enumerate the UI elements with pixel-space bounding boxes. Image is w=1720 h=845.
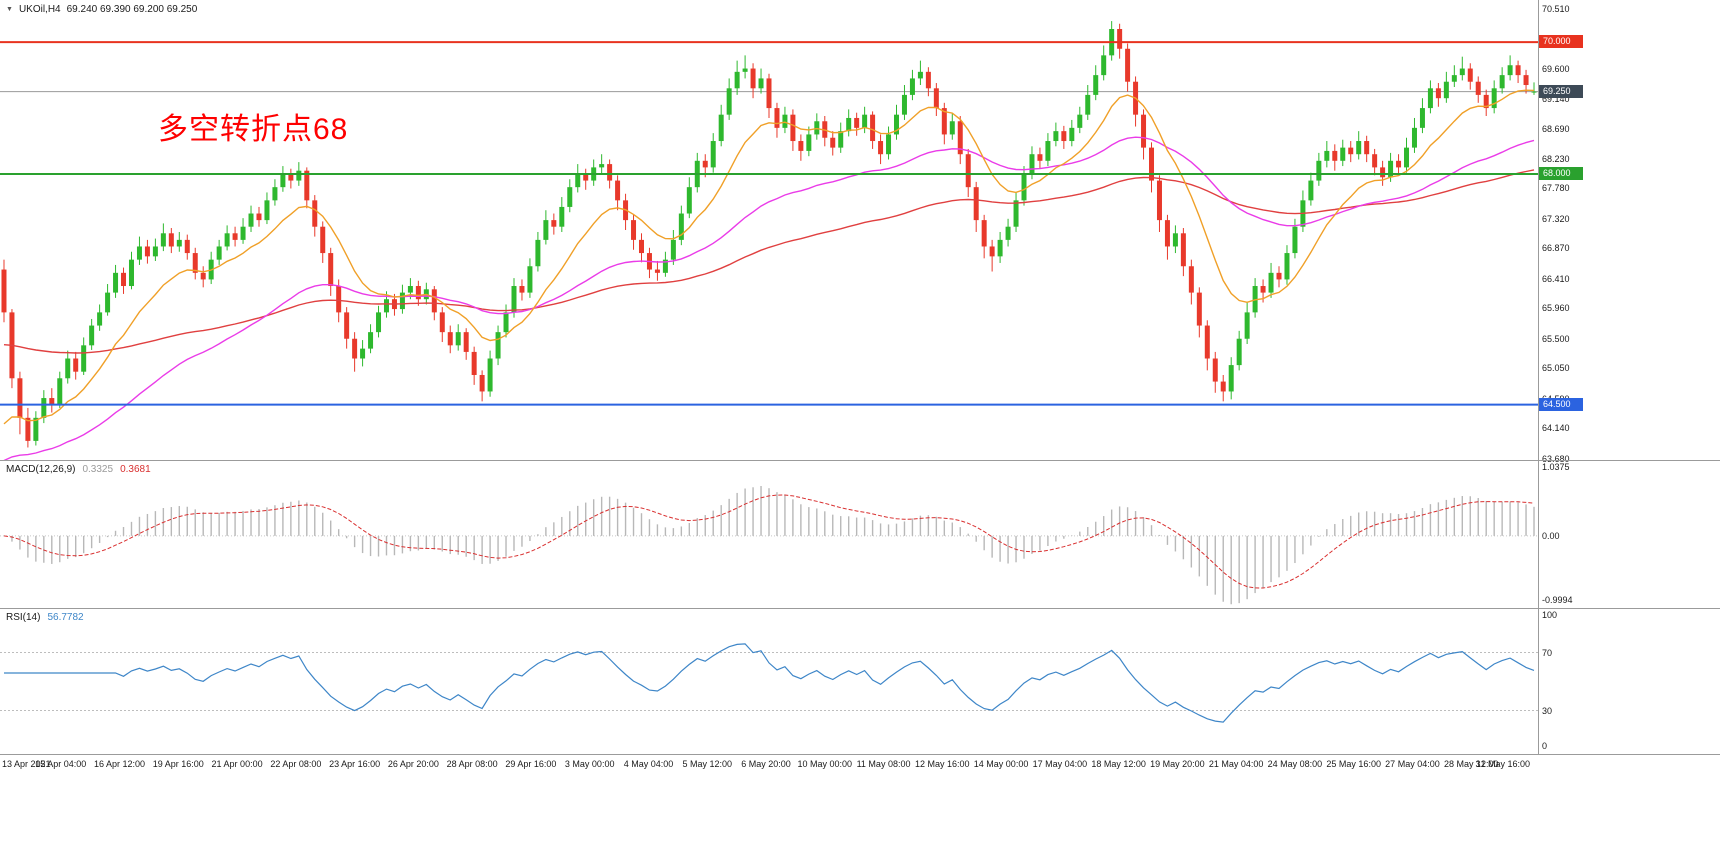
time-axis-label: 31 May 16:00: [1475, 759, 1530, 769]
time-axis-label: 24 May 08:00: [1267, 759, 1323, 769]
time-axis-label: 13 Apr 2021: [2, 759, 51, 769]
rsi-label: RSI(14) 56.7782: [6, 612, 84, 623]
time-axis-label: 16 Apr 12:00: [94, 759, 146, 769]
time-axis-label: 10 May 00:00: [797, 759, 853, 769]
price-axis[interactable]: 70.510 69.600 69.140 68.690 68.230 67.780 67.3…: [1539, 0, 1720, 756]
price-chart[interactable]: [0, 0, 1538, 460]
time-axis-label: 19 Apr 16:00: [152, 759, 204, 769]
macd-chart[interactable]: [0, 461, 1538, 608]
time-axis-label: 29 Apr 16:00: [505, 759, 557, 769]
symbol-info: ▼ UKOil,H4 69.240 69.390 69.200 69.250: [6, 4, 197, 15]
ohlc-readout: 69.240 69.390 69.200 69.250: [66, 4, 198, 15]
chart-annotation: 多空转折点68: [158, 113, 349, 146]
rsi-tick-label: 100: [1542, 610, 1558, 620]
time-axis-label: 27 May 04:00: [1385, 759, 1440, 769]
ma-slow-line: [3, 169, 1535, 354]
time-axis-label: 23 Apr 16:00: [329, 759, 381, 769]
axis-separator: [1538, 0, 1539, 755]
panel-separator[interactable]: [0, 608, 1720, 609]
rsi-tick-label: 30: [1542, 705, 1553, 716]
time-axis-label: 28 Apr 08:00: [446, 759, 498, 769]
time-axis-label: 17 May 04:00: [1032, 759, 1088, 769]
rsi-tick-label: 0: [1542, 741, 1548, 751]
time-axis-label: 22 Apr 08:00: [270, 759, 322, 769]
price-tick-label: 67.320: [1542, 213, 1570, 224]
time-axis-label: 21 Apr 00:00: [211, 759, 263, 769]
panel-separator: [0, 754, 1720, 755]
ma-fast-line: [3, 89, 1535, 425]
time-axis-label: 11 May 08:00: [856, 759, 911, 769]
chevron-down-icon[interactable]: ▼: [6, 6, 13, 13]
time-axis-label: 3 May 00:00: [564, 759, 615, 769]
rsi-chart[interactable]: [0, 609, 1538, 754]
time-axis-label: 4 May 04:00: [623, 759, 674, 769]
time-axis-label: 14 May 00:00: [973, 759, 1029, 769]
ma-mid-line: [3, 136, 1535, 460]
price-tick-label: 65.960: [1542, 303, 1570, 314]
time-axis-label: 12 May 16:00: [915, 759, 970, 769]
price-tick-label: 69.140: [1542, 93, 1570, 104]
time-axis[interactable]: 13 Apr 2021 15 Apr 04:00 16 Apr 12:00 19 Ap…: [0, 756, 1538, 774]
price-tick-label: 65.500: [1542, 333, 1570, 344]
time-axis-label: 5 May 12:00: [682, 759, 732, 769]
macd-signal-value: 0.3681: [120, 464, 151, 475]
current-price-badge: 69.250: [1539, 84, 1583, 98]
price-tick-label: 68.690: [1542, 123, 1570, 134]
rsi-line: [4, 643, 1535, 723]
macd-main-value: 0.3325: [82, 464, 114, 475]
macd-label: MACD(12,26,9) 0.3325 0.3681: [6, 464, 151, 475]
price-tick-label: 63.680: [1542, 453, 1570, 464]
symbol-timeframe: UKOil,H4: [18, 4, 61, 15]
time-axis-label: 28 May 12:00: [1443, 759, 1499, 769]
macd-name: MACD(12,26,9): [6, 464, 76, 475]
price-tick-label: 67.780: [1542, 183, 1570, 194]
macd-histogram: [11, 486, 1535, 605]
macd-tick-label: 0.00: [1542, 530, 1560, 541]
price-tick-label: 65.050: [1542, 363, 1570, 374]
price-tick-label: 68.230: [1542, 153, 1570, 164]
time-axis-label: 19 May 20:00: [1150, 759, 1205, 769]
time-axis-label: 15 Apr 04:00: [35, 759, 87, 769]
support-line-badge: 68.000: [1539, 166, 1583, 180]
time-axis-label: 21 May 04:00: [1208, 759, 1264, 769]
resistance-line-badge: 70.000: [1539, 35, 1583, 49]
price-tick-label: 66.410: [1542, 273, 1570, 284]
price-tick-label: 64.140: [1542, 423, 1570, 434]
time-axis-label: 26 Apr 20:00: [387, 759, 439, 769]
candlestick-series: [1, 21, 1537, 448]
macd-tick-label: -0.9994: [1542, 595, 1573, 605]
macd-signal-line: [3, 494, 1535, 589]
macd-tick-label: 1.0375: [1542, 462, 1570, 472]
time-axis-label: 18 May 12:00: [1091, 759, 1146, 769]
rsi-tick-label: 70: [1542, 647, 1553, 658]
price-tick-label: 66.870: [1542, 243, 1570, 254]
panel-separator[interactable]: [0, 460, 1720, 461]
time-axis-label: 6 May 20:00: [741, 759, 791, 769]
support-line-2-badge: 64.500: [1539, 397, 1583, 411]
time-axis-label: 25 May 16:00: [1326, 759, 1381, 769]
rsi-value: 56.7782: [47, 612, 84, 623]
price-tick-label: 69.600: [1542, 63, 1570, 74]
price-tick-label: 70.510: [1542, 3, 1570, 14]
rsi-name: RSI(14): [6, 612, 41, 623]
